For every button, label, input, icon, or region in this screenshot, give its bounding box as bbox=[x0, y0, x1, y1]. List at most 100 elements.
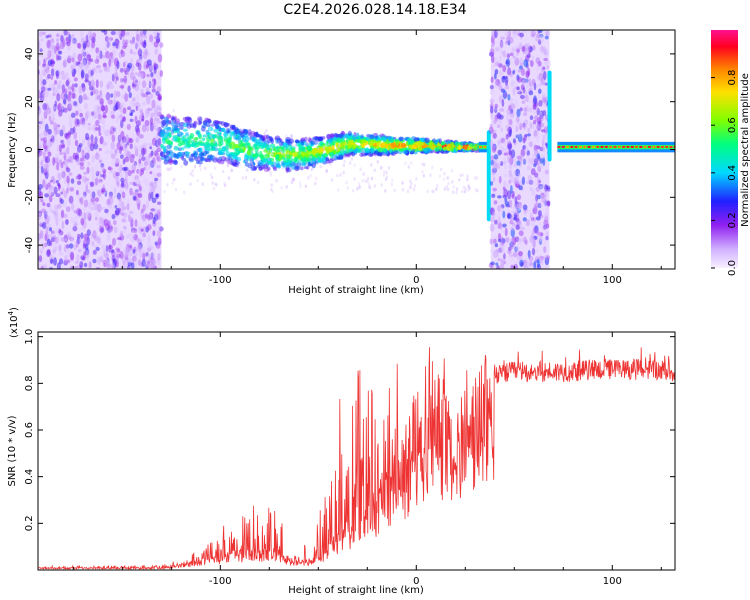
spectrogram-cell bbox=[509, 108, 514, 114]
spectrogram-cell bbox=[333, 133, 338, 137]
spectrogram-cell bbox=[73, 68, 77, 75]
spectrogram-cell bbox=[236, 128, 242, 135]
spectrogram-cell bbox=[526, 71, 530, 77]
spectrogram-cell bbox=[90, 75, 94, 82]
spectrogram-cell bbox=[121, 212, 125, 217]
spectrogram-cell bbox=[61, 171, 66, 179]
spectrogram-cell bbox=[48, 117, 53, 125]
spectrogram-cell bbox=[124, 93, 129, 102]
spectrogram-cell bbox=[135, 137, 139, 143]
spectrogram-cell bbox=[107, 167, 113, 171]
spectrogram-cell bbox=[94, 89, 99, 95]
spectrogram-cell bbox=[91, 191, 96, 199]
spectrogram-cell bbox=[110, 249, 115, 254]
colorbar: 0.00.20.40.60.8 Normalized spectral ampl… bbox=[711, 30, 750, 276]
spectrogram-cell bbox=[507, 126, 513, 135]
spectrogram-tonal-cell bbox=[596, 145, 600, 148]
spectrogram-cell bbox=[533, 203, 537, 212]
spectrogram-cell bbox=[82, 93, 88, 100]
spectrogram-cell bbox=[56, 203, 62, 210]
spectrogram-cell bbox=[98, 216, 103, 225]
spectrogram-cell bbox=[544, 256, 550, 266]
spectrogram-cell bbox=[540, 163, 544, 169]
spectrogram-cell bbox=[497, 258, 502, 262]
spectrogram-cell bbox=[446, 187, 450, 191]
spectrogram-cell bbox=[534, 178, 539, 185]
spectrogram-cell bbox=[290, 135, 293, 139]
spectrogram-cell bbox=[544, 35, 549, 40]
spectrogram-cell bbox=[524, 78, 529, 83]
spectrogram-cell bbox=[543, 52, 548, 56]
spectrogram-cell bbox=[230, 168, 234, 173]
spectrogram-cell bbox=[545, 57, 549, 64]
spectrogram-cell bbox=[78, 143, 83, 148]
spectrogram-cell bbox=[523, 112, 528, 116]
spectrogram-cell bbox=[156, 157, 162, 162]
spectrogram-cell bbox=[543, 48, 548, 55]
spectrogram-cell bbox=[284, 155, 288, 159]
spectrogram-cell bbox=[496, 81, 502, 87]
spectrogram-cell bbox=[135, 62, 140, 67]
spectrogram-cell bbox=[120, 234, 125, 241]
spectrogram-cell bbox=[491, 144, 496, 150]
colorbar-tick-label: 0.6 bbox=[727, 117, 738, 133]
spectrogram-cell bbox=[140, 89, 144, 97]
spectrogram-cell bbox=[227, 136, 232, 142]
spectrogram-cell bbox=[498, 119, 502, 124]
spectrogram-cell bbox=[91, 154, 95, 164]
spectrogram-cell bbox=[67, 43, 71, 51]
spectrogram-cell bbox=[310, 160, 313, 164]
spectrogram-cell bbox=[90, 91, 94, 96]
spectrogram-cell bbox=[333, 155, 336, 159]
spectrogram-cell bbox=[103, 218, 109, 227]
spectrogram-cell bbox=[346, 153, 351, 158]
spectrogram-cell bbox=[80, 152, 85, 158]
spectrogram-cell bbox=[137, 39, 142, 47]
spectrogram-cell bbox=[218, 151, 224, 156]
spectrogram-cell bbox=[114, 161, 118, 168]
spectrogram-cell bbox=[145, 178, 149, 183]
spectrogram-cell bbox=[311, 137, 318, 141]
spectrogram-cell bbox=[140, 168, 145, 172]
spectrogram-cell bbox=[60, 139, 64, 144]
spectrogram-cell bbox=[101, 105, 106, 112]
spectrogram-cell bbox=[521, 44, 526, 53]
spectrogram-cell bbox=[154, 241, 158, 246]
spectrogram-cell bbox=[83, 212, 87, 221]
spectrogram-cell bbox=[339, 141, 346, 146]
spectrogram-cell bbox=[518, 201, 522, 209]
spectrogram-cell bbox=[498, 55, 502, 62]
spectrogram-tonal-cell bbox=[587, 145, 591, 148]
spectrogram-cell bbox=[126, 70, 130, 76]
spectrogram-cell bbox=[99, 89, 103, 98]
spectrogram-cell bbox=[189, 132, 195, 139]
spectrogram-cell bbox=[524, 89, 528, 98]
spectrogram-cell bbox=[44, 85, 47, 93]
spectrogram-tonal-cell bbox=[626, 145, 630, 148]
spectrogram-cell bbox=[379, 166, 383, 170]
spectrogram-cell bbox=[149, 35, 154, 43]
spectrogram-cell bbox=[450, 169, 454, 173]
spectrogram-cell bbox=[266, 137, 270, 141]
spectrogram-cell bbox=[136, 243, 141, 252]
spectrogram-cell bbox=[95, 47, 100, 53]
spectrogram-cell bbox=[86, 189, 91, 194]
spectrogram-cell bbox=[148, 245, 154, 250]
spectrogram-cell bbox=[42, 143, 46, 152]
spectrogram-cell bbox=[112, 261, 116, 268]
spectrogram-cell bbox=[543, 246, 547, 253]
spectrogram-cell bbox=[528, 255, 534, 262]
spectrogram-cell bbox=[209, 133, 212, 137]
spectrogram-cell bbox=[514, 180, 520, 188]
spectrogram-cell bbox=[105, 263, 111, 269]
spectrogram-cell bbox=[39, 141, 44, 148]
spectrogram-cell bbox=[289, 167, 292, 171]
spectrogram-cell bbox=[497, 195, 502, 199]
spectrogram-cell bbox=[522, 259, 528, 269]
spectrogram-cell bbox=[502, 51, 506, 58]
spectrogram-cell bbox=[199, 142, 206, 147]
spectrogram-cell bbox=[501, 246, 506, 255]
spectrogram-cell bbox=[149, 122, 154, 132]
spectrogram-cell bbox=[263, 149, 268, 153]
spectrogram-cell bbox=[526, 99, 531, 103]
